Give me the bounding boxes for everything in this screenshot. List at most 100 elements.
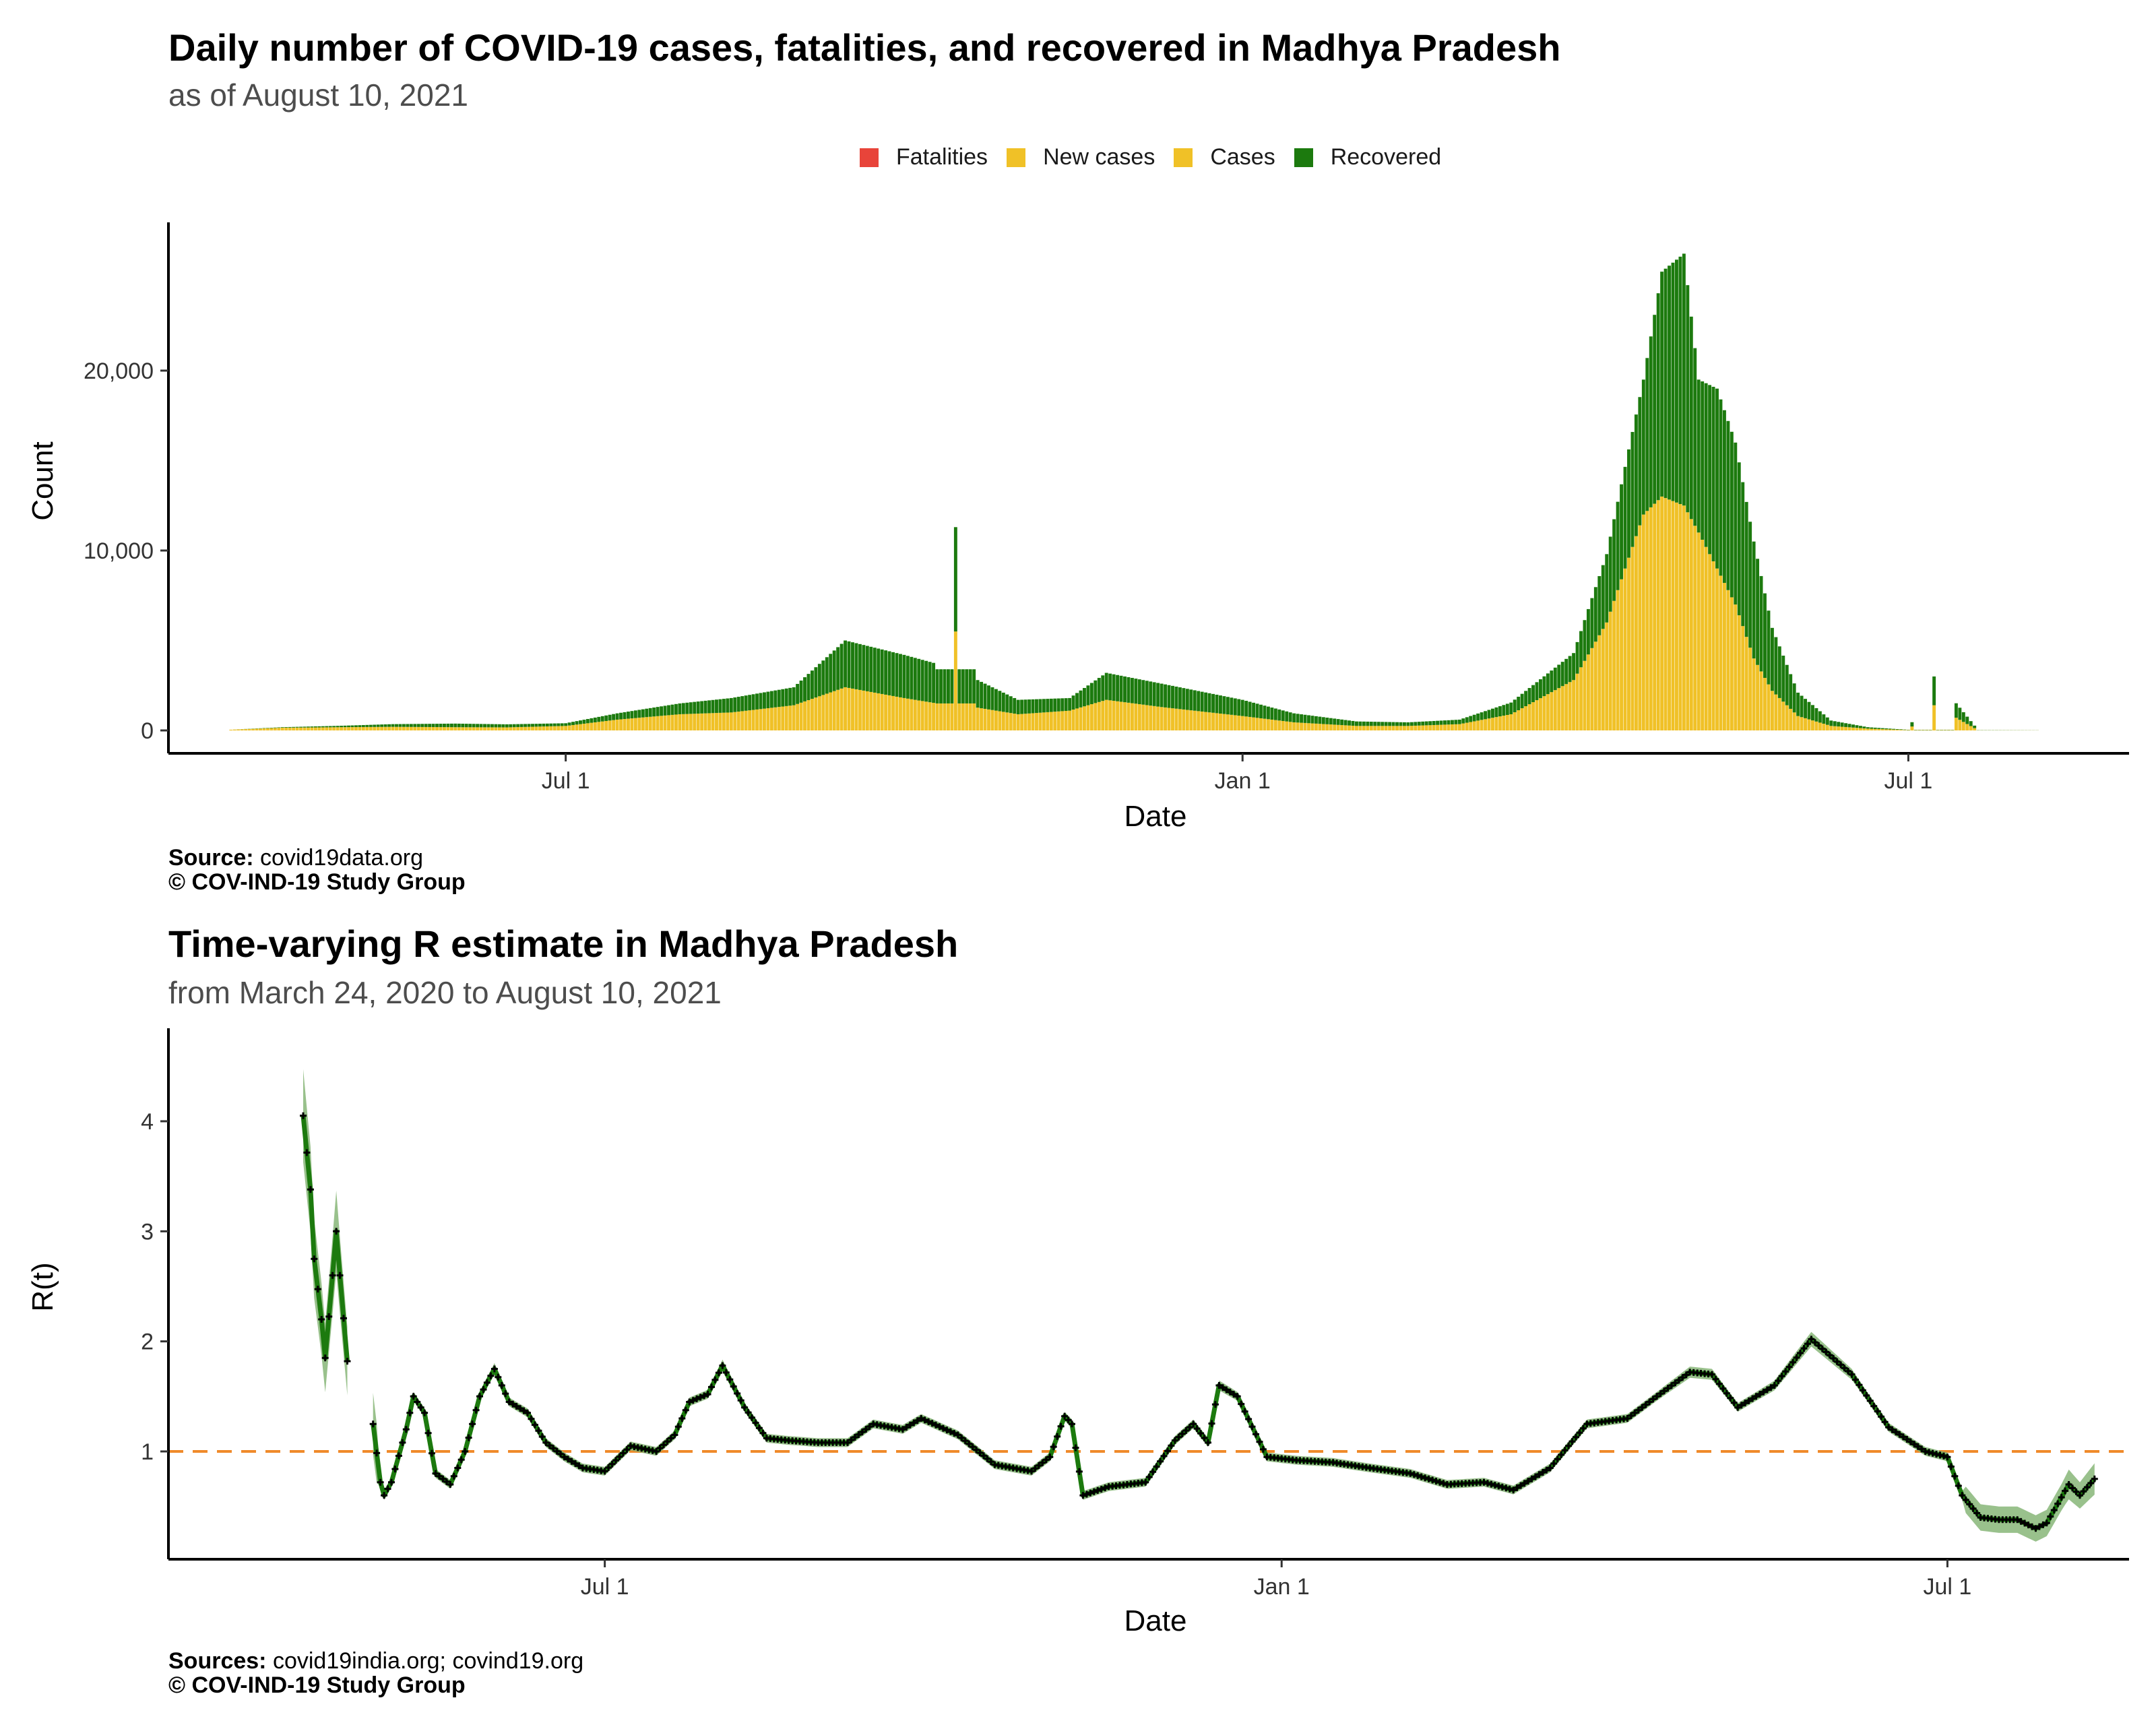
bar-cases: [262, 728, 266, 730]
bar-recovered: [689, 702, 693, 714]
bar-cases: [428, 726, 432, 730]
rt-point: [495, 1373, 502, 1381]
bar-recovered: [1932, 676, 1936, 705]
bar-recovered: [615, 713, 619, 720]
bar-cases: [799, 702, 803, 730]
bar-cases: [1855, 728, 1859, 730]
bar-cases: [1542, 696, 1546, 730]
bar-cases: [483, 727, 486, 730]
bar-recovered: [865, 646, 869, 691]
chart1-source: Source: covid19data.org: [168, 845, 423, 871]
rt-point: [565, 1455, 571, 1463]
rt-point: [1521, 1480, 1528, 1487]
rt-point: [2050, 1507, 2058, 1514]
bar-cases: [1207, 712, 1211, 730]
chart2-source-text: covid19india.org; covind19.org: [266, 1648, 584, 1674]
bar-recovered: [1193, 690, 1197, 711]
bar-cases: [998, 711, 1002, 730]
rt-point: [2072, 1488, 2080, 1495]
bar-recovered: [593, 717, 597, 722]
bar-recovered: [1612, 519, 1616, 601]
rt-point: [2035, 1523, 2043, 1530]
rt-point: [1558, 1451, 1565, 1458]
rt-point: [487, 1372, 495, 1379]
bar-cases: [1303, 722, 1307, 730]
bar-recovered: [1230, 697, 1234, 715]
rt-point: [1429, 1476, 1436, 1484]
bar-cases: [1781, 701, 1785, 730]
bar-cases: [1079, 707, 1083, 730]
rt-point: [1543, 1466, 1550, 1474]
bar-recovered: [1505, 703, 1509, 716]
bar-cases: [1104, 699, 1108, 730]
bar-recovered: [1362, 721, 1366, 726]
bar-recovered: [806, 674, 811, 700]
bar-recovered: [1756, 559, 1760, 665]
bar-recovered: [839, 644, 844, 689]
bar-recovered: [325, 726, 329, 728]
bar-cases: [1300, 722, 1304, 730]
bar-recovered: [1384, 722, 1388, 726]
bar-cases: [1255, 718, 1259, 730]
bar-cases: [1321, 724, 1325, 730]
bar-cases: [1880, 729, 1884, 730]
bar-cases: [1517, 710, 1521, 730]
bar-cases: [354, 727, 358, 730]
rt-point: [958, 1434, 965, 1441]
bar-cases: [1744, 637, 1748, 730]
bar-recovered: [998, 691, 1002, 712]
bar-recovered: [1517, 696, 1521, 711]
bar-recovered: [505, 724, 509, 728]
bar-recovered: [354, 725, 358, 728]
bar-recovered: [420, 724, 424, 727]
bar-cases: [961, 703, 965, 730]
bar-recovered: [1649, 336, 1653, 507]
bar-cases: [1156, 706, 1160, 730]
bar-cases: [571, 724, 575, 730]
bar-cases: [1888, 729, 1892, 730]
bar-recovered: [391, 724, 395, 727]
bar-cases: [1130, 703, 1134, 730]
bar-cases: [637, 718, 641, 730]
rt-point: [623, 1446, 631, 1453]
chart1-y-tick-label: 10,000: [84, 538, 154, 564]
rt-point: [1793, 1354, 1800, 1361]
bar-cases: [1178, 709, 1182, 730]
bar-cases: [340, 727, 344, 730]
bar-recovered: [1189, 689, 1193, 711]
rt-point: [432, 1470, 439, 1477]
bar-cases: [832, 691, 836, 730]
bar-cases: [1336, 724, 1340, 730]
bar-cases: [1222, 714, 1226, 730]
bar-recovered: [1252, 702, 1256, 718]
bar-recovered: [1513, 699, 1517, 712]
bar-recovered: [1597, 575, 1602, 635]
bar-cases: [1678, 504, 1682, 730]
rt-point: [1072, 1444, 1079, 1451]
bar-recovered: [1112, 674, 1116, 701]
bar-cases: [1116, 701, 1120, 730]
bar-recovered: [1888, 728, 1892, 730]
rt-point: [520, 1407, 528, 1414]
bar-cases: [1101, 701, 1105, 730]
bar-recovered: [1134, 679, 1138, 704]
bar-recovered: [1318, 716, 1322, 724]
rt-point: [608, 1460, 616, 1468]
legend-key-fatalities: [860, 148, 879, 167]
bar-recovered: [700, 701, 704, 714]
bar-recovered: [1748, 522, 1752, 648]
bar-recovered: [891, 652, 895, 696]
bar-recovered: [608, 714, 612, 721]
bar-cases: [711, 713, 715, 730]
rt-point: [1205, 1439, 1211, 1446]
bar-cases: [509, 727, 513, 730]
rt-point: [1565, 1442, 1573, 1449]
rt-point: [1841, 1365, 1848, 1372]
rt-point: [1425, 1475, 1432, 1482]
bar-recovered: [1627, 449, 1630, 558]
bar-recovered: [1539, 679, 1542, 699]
rt-point: [561, 1453, 568, 1461]
bar-recovered: [1454, 720, 1458, 724]
bar-cases: [1193, 710, 1197, 730]
bar-cases: [1597, 635, 1602, 730]
